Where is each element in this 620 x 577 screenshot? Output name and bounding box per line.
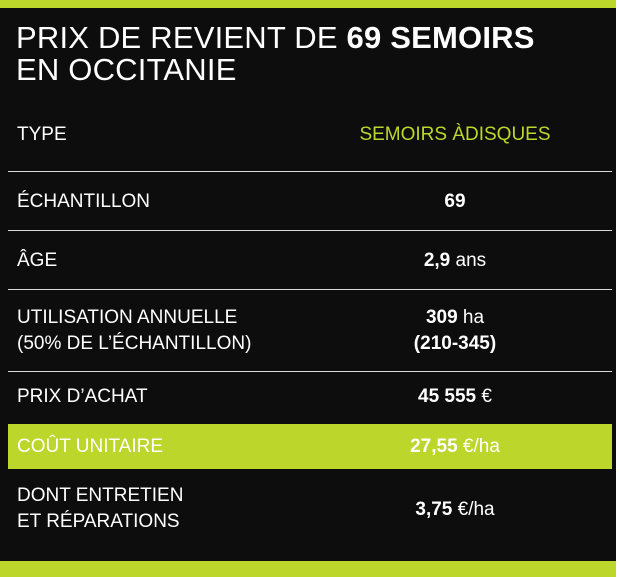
prix-value: 45 555 € [350, 384, 560, 410]
accent-bottom-bar [0, 561, 616, 577]
row-divider [8, 371, 612, 372]
cout-number: 27,55 [410, 436, 458, 457]
utilisation-label-line2: (50% DE L’ÉCHANTILLON) [17, 333, 252, 354]
title-line1-bold: 69 SEMOIRS [346, 20, 535, 55]
cout-label: COÛT UNITAIRE [17, 436, 164, 457]
header-type-value: SEMOIRS ÀDISQUES [359, 124, 551, 145]
prix-label: PRIX D’ACHAT [17, 386, 148, 407]
row-divider [8, 230, 612, 231]
entretien-number: 3,75 [415, 499, 453, 520]
header-type-label: TYPE [17, 124, 67, 145]
utilisation-label-line1: UTILISATION ANNUELLE [17, 307, 238, 328]
echantillon-label: ÉCHANTILLON [17, 191, 151, 212]
prix-unit: € [476, 386, 492, 407]
utilisation-number: 309 [425, 307, 458, 328]
utilisation-range: (210-345) [350, 331, 560, 357]
table-title: PRIX DE REVIENT DE 69 SEMOIRS EN OCCITAN… [16, 22, 606, 86]
echantillon-value: 69 [350, 189, 560, 215]
entretien-label-line1: DONT ENTRETIEN [17, 485, 184, 506]
entretien-unit: €/ha [452, 499, 495, 520]
title-line2: EN OCCITANIE [16, 52, 237, 87]
accent-top-bar [0, 0, 616, 8]
utilisation-unit: ha [457, 307, 485, 328]
cout-unit: €/ha [457, 436, 500, 457]
utilisation-range-text: (210-345) [413, 333, 497, 354]
age-value: 2,9 ans [350, 248, 560, 274]
echantillon-number: 69 [444, 191, 466, 212]
cout-value: 27,55 €/ha [350, 434, 560, 460]
utilisation-value: 309 ha [350, 305, 560, 331]
row-divider [8, 171, 612, 172]
age-number: 2,9 [423, 250, 451, 271]
cout-highlight-band [8, 424, 612, 469]
prix-number: 45 555 [418, 386, 477, 407]
entretien-label-line2: ET RÉPARATIONS [17, 511, 180, 532]
age-unit: ans [450, 250, 487, 271]
entretien-value: 3,75 €/ha [350, 497, 560, 523]
row-divider [8, 289, 612, 290]
title-line1-prefix: PRIX DE REVIENT DE [16, 20, 347, 55]
age-label: ÂGE [17, 250, 58, 271]
